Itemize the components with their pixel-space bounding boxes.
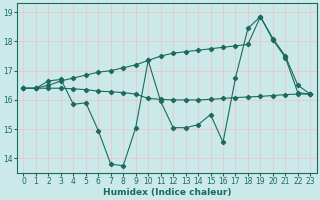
X-axis label: Humidex (Indice chaleur): Humidex (Indice chaleur) xyxy=(103,188,231,197)
